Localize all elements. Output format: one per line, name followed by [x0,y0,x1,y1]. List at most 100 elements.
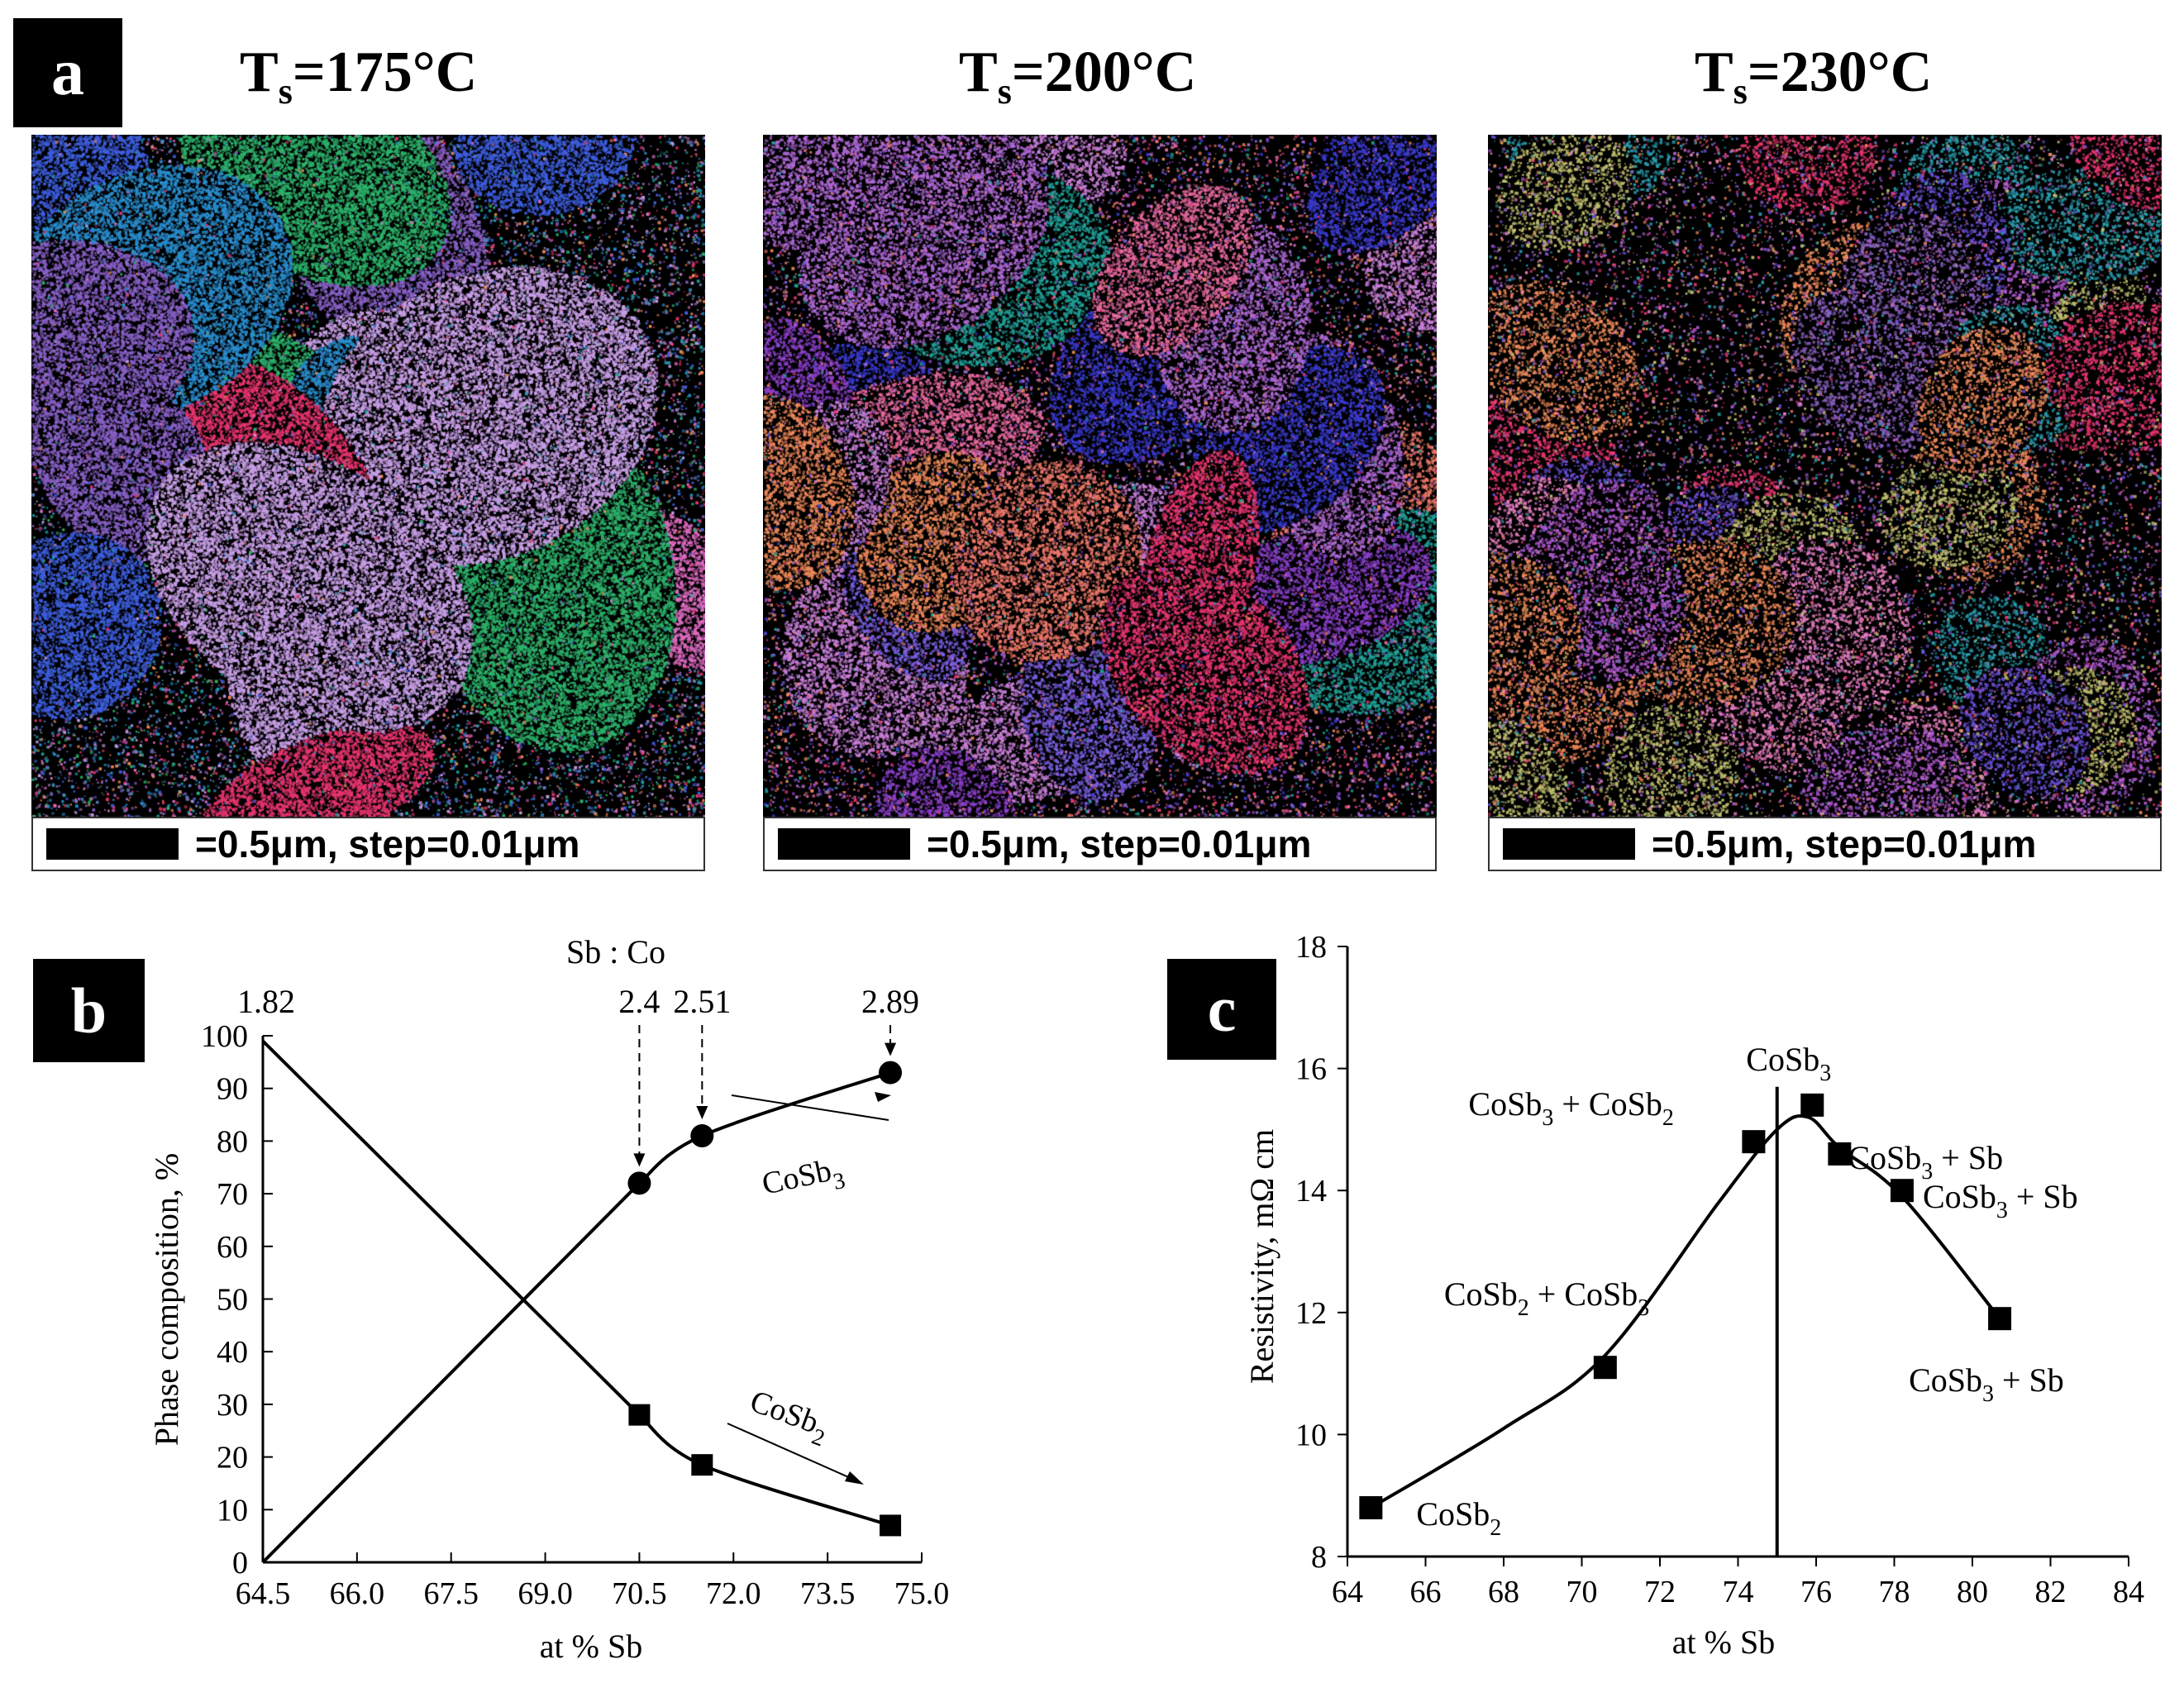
cosb2-arrowhead [845,1471,864,1485]
panel-c-badge: c [1167,959,1276,1060]
c-annotation-part: + CoSb [1529,1275,1638,1313]
b-x-tick-label: 73.5 [800,1576,856,1611]
c-annotation-sub: 3 [1542,1105,1553,1131]
orientation-map-1-canvas [31,135,705,817]
cosb2-label: CoSb2 [743,1384,834,1452]
scale-bar-3 [1503,828,1635,860]
b-ylabel: Phase composition, % [148,1153,185,1446]
cosb3-arrowhead [875,1092,891,1102]
panel-a-badge: a [13,18,122,127]
map-title-1-sub: s [278,71,293,112]
c-annotation-sub: 2 [1490,1515,1501,1541]
b-y-tick-label: 80 [217,1124,248,1159]
cosb3-label-main: CoSb [759,1153,834,1202]
c-annotation: CoSb3 [1746,1041,1831,1086]
b-marks [261,1039,903,1564]
c-annotation-sub: 2 [1518,1295,1529,1321]
c-annotation: CoSb3 + Sb [1923,1178,2078,1223]
b-ratio-arrowhead [885,1042,897,1056]
b-y-tick-label: 10 [217,1493,248,1528]
c-x-tick-label: 64 [1332,1575,1363,1609]
c-point [1828,1142,1852,1166]
b-xlabel: at % Sb [540,1628,642,1665]
b-y-tick-label: 70 [217,1177,248,1212]
map-title-2: Ts=200°C [959,40,1196,112]
b-ratio-label: 2.89 [861,983,919,1020]
b-y-tick-label: 30 [217,1388,248,1423]
c-annotation-part: + CoSb [1553,1085,1662,1123]
scale-strip-1: =0.5μm, step=0.01μm [31,817,705,871]
c-point [1593,1356,1617,1380]
c-x-tick-label: 70 [1566,1575,1598,1609]
b-series-line-cosb2 [261,1039,891,1528]
b-ratio-labels: 1.82 2.4 2.51 2.89 [237,983,919,1167]
c-annotation-sub: 3 [1819,1061,1831,1086]
c-annotation-part: + Sb [2008,1178,2078,1215]
c-y-tick-label: 8 [1311,1540,1327,1575]
map-title-1-main: T [240,41,279,104]
c-point [1800,1093,1824,1117]
c-annotation-sub: 3 [1996,1198,2008,1223]
c-x-tick-label: 84 [2113,1575,2144,1609]
c-x-tick-label: 82 [2035,1575,2067,1609]
map-title-1: Ts=175°C [240,40,477,112]
c-annotation: CoSb3 + Sb [1909,1361,2064,1407]
b-y-tick-label: 20 [217,1441,248,1476]
c-point [1890,1179,1914,1203]
c-annotation-sub: 2 [1662,1105,1674,1131]
c-y-tick-label: 18 [1295,930,1327,965]
orientation-map-1 [31,135,705,817]
c-x-tick-label: 66 [1410,1575,1442,1609]
map-title-3-main: T [1695,41,1733,104]
b-point-cosb3 [690,1124,714,1148]
map-title-3-rest: =230°C [1747,41,1933,104]
scale-strip-3: =0.5μm, step=0.01μm [1488,817,2162,871]
b-ratio-arrowhead [633,1153,646,1167]
c-annotation: CoSb2 [1416,1495,1501,1541]
b-series-line-cosb3 [261,1070,891,1564]
c-x-tick-label: 74 [1723,1575,1754,1609]
map-title-1-rest: =175°C [292,41,478,104]
cosb3-label: CoSb3 [759,1151,847,1209]
cosb2-label-main: CoSb [746,1384,823,1440]
b-x-tick-label: 67.5 [423,1576,479,1611]
scale-text-3: =0.5μm, step=0.01μm [1652,822,2037,865]
c-annotation: CoSb3 + Sb [1848,1139,2003,1185]
b-y-tick-label: 50 [217,1283,248,1318]
c-annotation-part: CoSb [1746,1041,1819,1078]
scale-bar-2 [778,828,910,860]
b-point-cosb3 [627,1171,651,1195]
map-title-2-sub: s [997,71,1012,112]
orientation-map-3 [1488,135,2162,817]
b-ratio-arrowhead [696,1106,708,1120]
c-marks [1359,1093,2012,1519]
b-point-cosb2 [880,1514,902,1537]
c-annotation-sub: 3 [1638,1295,1649,1321]
c-point [1742,1130,1766,1154]
c-y-tick-label: 10 [1295,1418,1327,1452]
c-point [1988,1307,2012,1331]
b-y-tick-label: 60 [217,1230,248,1265]
b-y-tick-label: 100 [201,1019,248,1054]
b-point-cosb2 [628,1404,651,1426]
panel-b-badge: b [33,959,145,1062]
panel-b-badge-label: b [70,974,107,1047]
b-y-tick-label: 40 [217,1335,248,1370]
c-xlabel: at % Sb [1672,1623,1775,1661]
b-x-tick-label: 66.0 [330,1576,385,1611]
cosb3-arrow [731,1094,889,1121]
c-ylabel: Resistivity, mΩ cm [1243,1129,1280,1384]
c-y-tick-label: 14 [1295,1174,1327,1209]
c-annotation: CoSb2 + CoSb3 [1444,1275,1649,1321]
c-x-tick-label: 68 [1488,1575,1519,1609]
c-x-tick-label: 72 [1644,1575,1676,1609]
b-x-tick-label: 64.5 [236,1576,291,1611]
b-x-tick-label: 72.0 [706,1576,761,1611]
c-x-tick-label: 76 [1800,1575,1832,1609]
b-point-cosb3 [879,1061,903,1085]
b-x-tick-label: 75.0 [894,1576,950,1611]
c-annotation-part: CoSb [1923,1178,1996,1215]
panel-a-badge-label: a [51,36,84,109]
